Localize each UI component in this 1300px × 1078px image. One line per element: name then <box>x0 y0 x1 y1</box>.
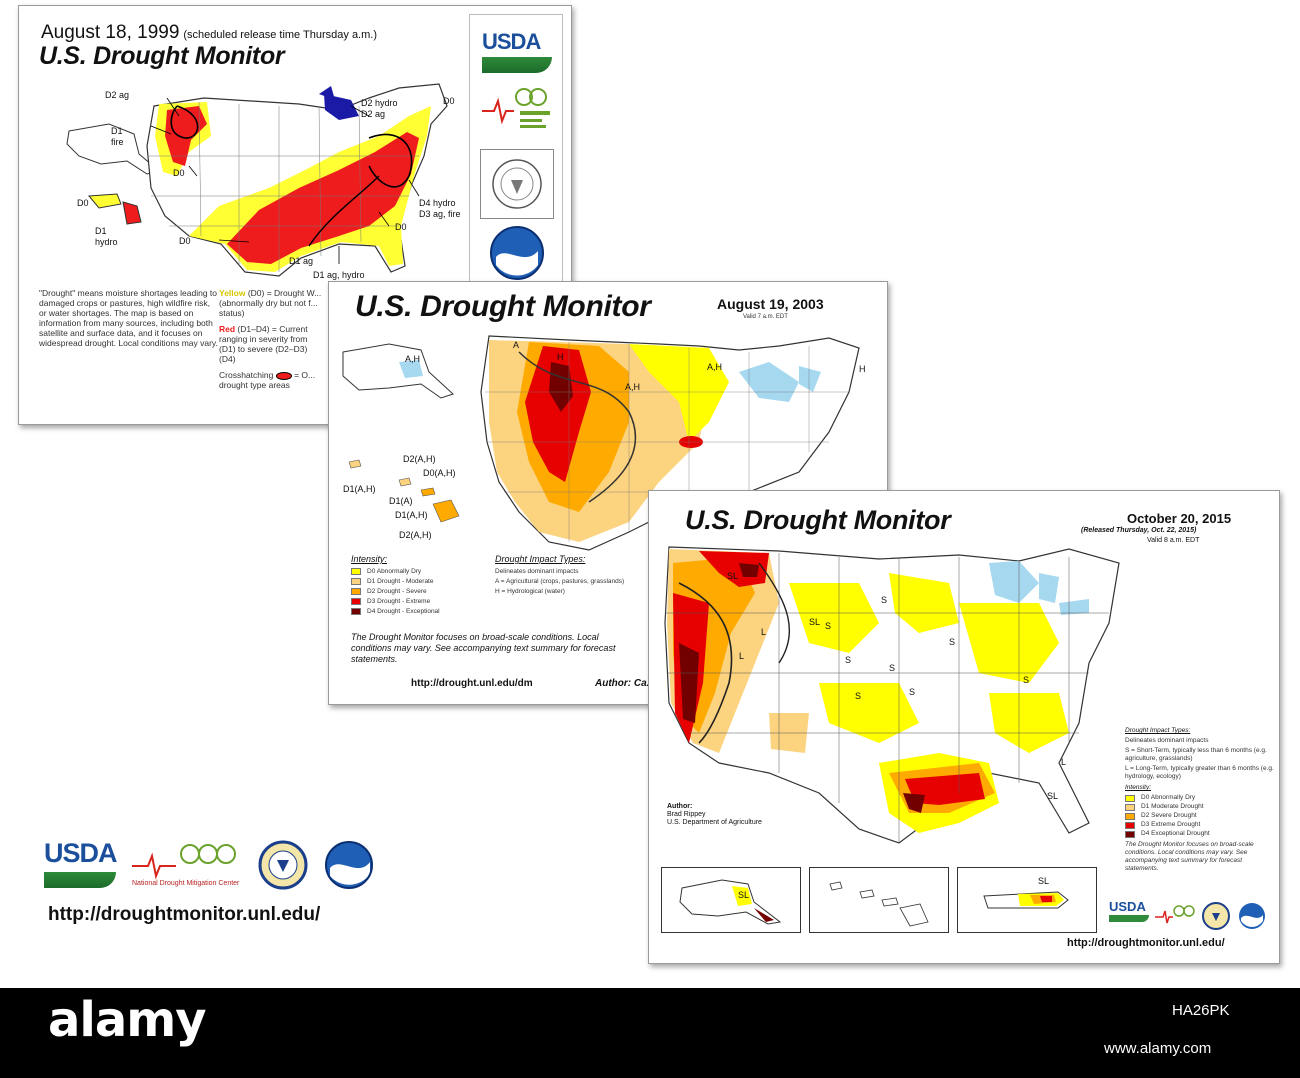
us-map-2015 <box>664 546 1120 844</box>
map-label-s-5: S <box>855 691 862 701</box>
label-d2ag: D2 ag <box>105 90 130 100</box>
label-hydro: hydro <box>95 237 118 247</box>
usda-swoosh <box>482 57 552 73</box>
label-d3-ag-fire: D3 ag, fire <box>419 209 461 219</box>
map-label-l-3: L <box>1061 757 1067 767</box>
focus-note-2003: The Drought Monitor focuses on broad-sca… <box>351 632 616 664</box>
label-d0-south: D0 <box>179 236 191 246</box>
us-map-1999 <box>66 83 448 277</box>
ndmc-logo-small <box>1155 905 1195 924</box>
inset-label-ak: SL <box>738 890 750 900</box>
intensity-title-2003: Intensity: <box>351 554 388 564</box>
drought-monitor-url[interactable]: http://droughtmonitor.unl.edu/ <box>48 904 321 925</box>
author-2003: Author: Ca... <box>595 678 655 689</box>
url-2003[interactable]: http://drought.unl.edu/dm <box>411 678 533 689</box>
agency-logos-1999: USDA <box>469 14 563 286</box>
intensity-legend-2003: D0 Abnormally Dry D1 Drought - Moderate … <box>351 568 440 618</box>
label-ah-1: A,H <box>625 382 641 392</box>
map-date-1999: August 18, 1999 (scheduled release time T… <box>41 22 377 43</box>
map-label-s-6: S <box>889 663 896 673</box>
us-map-2003 <box>342 335 860 551</box>
noaa-logo <box>490 226 544 280</box>
map-label-l-1: L <box>739 651 745 661</box>
map-date-2015: October 20, 2015 <box>1127 511 1232 526</box>
label-d4hydro: D4 hydro <box>419 198 456 208</box>
agency-logos-bottom: USDA National Drought Mitigation Center <box>44 838 384 896</box>
label-ah-alaska: A,H <box>405 354 421 364</box>
map-label-s-3: S <box>845 655 852 665</box>
map-label-s-4: S <box>909 687 916 697</box>
label-h-ne: H <box>859 364 866 374</box>
impact-title-2003: Drought Impact Types: <box>495 554 586 564</box>
drought-map-2015: U.S. Drought Monitor October 20, 2015 (R… <box>648 490 1280 964</box>
map-valid-2003: Valid 7 a.m. EDT <box>743 314 788 320</box>
label-d0ah: D0(A,H) <box>423 468 456 478</box>
label-d1ag: D1 ag <box>289 256 314 266</box>
inset-alaska: SL <box>661 867 801 933</box>
map-label-s-1: S <box>881 595 888 605</box>
label-d1ah-2: D1(A,H) <box>395 510 428 520</box>
impact-legend-2003: Delineates dominant impacts A = Agricult… <box>495 568 625 595</box>
legend-1999: Yellow (D0) = Drought W... (abnormally d… <box>219 288 322 390</box>
alamy-url: www.alamy.com <box>1104 1040 1212 1057</box>
inset-hawaii <box>809 867 949 933</box>
map-valid-2015: Valid 8 a.m. EDT <box>1147 537 1200 544</box>
author-2015: Author: Brad Rippey U.S. Department of A… <box>667 803 762 826</box>
map-date-2003: August 19, 2003 <box>717 296 824 312</box>
doc-seal <box>480 149 554 219</box>
noaa-logo-bottom <box>325 841 373 889</box>
image-code: HA26PK <box>1172 1002 1230 1019</box>
usda-swoosh-small <box>1109 915 1149 922</box>
label-d2ah-2: D2(A,H) <box>399 530 432 540</box>
map-title-1999: U.S. Drought Monitor <box>39 42 285 70</box>
label-d2ah-1: D2(A,H) <box>403 454 436 464</box>
inset-label-pr: SL <box>1038 876 1050 886</box>
label-h-1: H <box>557 352 564 362</box>
map-label-s-2: S <box>949 637 956 647</box>
alamy-watermark-bar: alamy HA26PK www.alamy.com <box>0 988 1300 1078</box>
label-d0-ne: D0 <box>443 96 455 106</box>
label-d1: D1 <box>111 126 123 136</box>
label-fire: fire <box>111 137 124 147</box>
drought-definition: "Drought" means moisture shortages leadi… <box>39 288 218 348</box>
label-d1ah: D1(A,H) <box>343 484 376 494</box>
ndmc-logo <box>482 88 550 128</box>
label-d2hydro: D2 hydro <box>361 98 398 108</box>
doc-seal-small <box>1202 902 1230 930</box>
map-label-s-8: S <box>825 621 832 631</box>
alamy-logo: alamy <box>48 992 207 1048</box>
map-label-l-2: L <box>761 627 767 637</box>
label-a-nw: A <box>513 340 520 350</box>
label-d2ag-ne: D2 ag <box>361 109 386 119</box>
label-d0: D0 <box>173 168 185 178</box>
label-d0-se: D0 <box>395 222 407 232</box>
map-label-sl-3: SL <box>1047 791 1059 801</box>
map-label-sl-1: SL <box>727 571 739 581</box>
noaa-logo-small <box>1239 903 1265 929</box>
usda-logo-small: USDA <box>1109 899 1146 914</box>
usda-swoosh-bottom <box>44 872 116 888</box>
agency-logos-2015: USDA <box>1107 899 1277 933</box>
map-title-2003: U.S. Drought Monitor <box>355 290 651 323</box>
legend-2015: Drought Impact Types: Delineates dominan… <box>1125 727 1274 872</box>
map-label-s-7: S <box>1023 675 1030 685</box>
usda-logo: USDA <box>482 29 541 54</box>
inset-puerto-rico: SL <box>957 867 1097 933</box>
usda-logo-bottom: USDA <box>44 838 118 868</box>
map-released-2015: (Released Thursday, Oct. 22, 2015) <box>1081 527 1197 534</box>
url-2015[interactable]: http://droughtmonitor.unl.edu/ <box>1067 937 1225 949</box>
label-d1a: D1(A) <box>389 496 413 506</box>
drought-map-1999: August 18, 1999 (scheduled release time T… <box>18 5 572 425</box>
ndmc-logo-bottom <box>132 844 236 880</box>
map-label-sl-2: SL <box>809 617 821 627</box>
map-title-2015: U.S. Drought Monitor <box>685 505 951 535</box>
label-ah-2: A,H <box>707 362 723 372</box>
doc-seal-bottom <box>258 840 308 890</box>
label-d1-ag-hydro: D1 ag, hydro <box>313 270 365 280</box>
ndmc-caption: National Drought Mitigation Center <box>132 880 240 887</box>
label-d0-hawaii: D0 <box>77 198 89 208</box>
label-d1-hawaii: D1 <box>95 226 107 236</box>
